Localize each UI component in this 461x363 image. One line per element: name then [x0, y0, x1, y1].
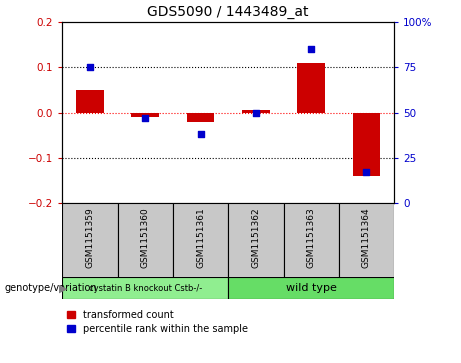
Bar: [297, 63, 325, 113]
Text: GSM1151362: GSM1151362: [251, 207, 260, 268]
Bar: [131, 113, 159, 117]
Point: [252, 110, 260, 115]
Text: wild type: wild type: [286, 283, 337, 293]
Text: GSM1151360: GSM1151360: [141, 207, 150, 268]
Bar: [187, 113, 214, 122]
Bar: [284, 203, 339, 278]
Legend: transformed count, percentile rank within the sample: transformed count, percentile rank withi…: [67, 310, 248, 334]
Bar: [228, 203, 284, 278]
Text: GSM1151361: GSM1151361: [196, 207, 205, 268]
Point: [363, 170, 370, 175]
Point: [86, 64, 94, 70]
Point: [142, 115, 149, 121]
Bar: [228, 277, 394, 299]
Point: [307, 46, 315, 52]
Text: GSM1151364: GSM1151364: [362, 207, 371, 268]
Text: GSM1151359: GSM1151359: [85, 207, 95, 268]
Bar: [242, 110, 270, 113]
Bar: [339, 203, 394, 278]
Title: GDS5090 / 1443489_at: GDS5090 / 1443489_at: [148, 5, 309, 19]
Text: genotype/variation: genotype/variation: [5, 283, 97, 293]
Bar: [118, 203, 173, 278]
Text: ▶: ▶: [59, 283, 67, 293]
Bar: [353, 113, 380, 176]
Point: [197, 131, 204, 137]
Text: GSM1151363: GSM1151363: [307, 207, 316, 268]
Text: cystatin B knockout Cstb-/-: cystatin B knockout Cstb-/-: [89, 284, 202, 293]
Bar: [62, 203, 118, 278]
Bar: [62, 277, 228, 299]
Bar: [173, 203, 228, 278]
Bar: [76, 90, 104, 113]
